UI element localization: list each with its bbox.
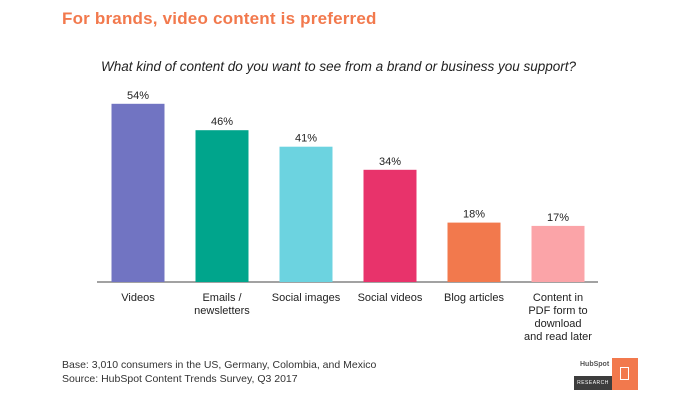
chart-question: What kind of content do you want to see … [100, 59, 577, 74]
data-label-2: 41% [295, 133, 317, 145]
footnote-base: Base: 3,010 consumers in the US, Germany… [62, 359, 377, 371]
data-label-4: 18% [463, 209, 485, 221]
bar-0 [111, 103, 165, 282]
logo-tag: RESEARCH [574, 376, 612, 390]
bar-2 [279, 146, 333, 282]
category-label-2: Social images [272, 292, 341, 304]
document-icon [620, 367, 629, 380]
bar-1 [195, 130, 249, 282]
bar-5 [531, 225, 585, 282]
bar-3 [363, 169, 417, 282]
bar-4 [447, 222, 501, 282]
footnote-source: Source: HubSpot Content Trends Survey, Q… [62, 373, 298, 385]
data-label-1: 46% [211, 116, 233, 128]
category-label-4: Blog articles [444, 292, 504, 304]
logo-brand: HubSpot [580, 361, 610, 368]
category-label-3: Social videos [358, 292, 423, 304]
logo-square [612, 358, 638, 390]
category-label-5: Content in PDF form to download and read la… [524, 292, 592, 343]
data-label-3: 34% [379, 156, 401, 168]
data-label-5: 17% [547, 212, 569, 224]
data-label-0: 54% [127, 90, 149, 102]
headline: For brands, video content is preferred [62, 9, 377, 28]
category-label-1: Emails / newsletters [194, 292, 250, 317]
category-label-0: Videos [121, 292, 155, 304]
hubspot-research-logo: HubSpot RESEARCH [570, 358, 640, 392]
footnote: Base: 3,010 consumers in the US, Germany… [62, 358, 376, 386]
